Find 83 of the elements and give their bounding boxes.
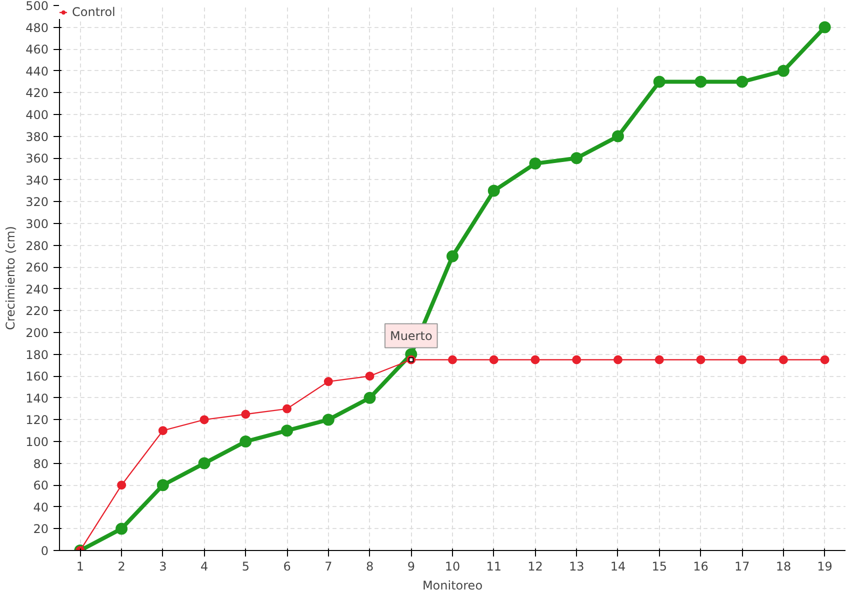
y-tick-label: 200 (26, 326, 48, 340)
point (489, 355, 498, 364)
y-tick-label: 60 (33, 478, 49, 493)
point (241, 410, 250, 419)
point (572, 355, 582, 364)
y-tick-label: 440 (26, 64, 48, 78)
y-tick-label: 80 (33, 456, 49, 471)
y-tick-label: 40 (33, 500, 49, 514)
point (448, 355, 457, 364)
y-tick-label: 280 (26, 238, 48, 253)
point (694, 76, 707, 88)
x-tick-label: 4 (200, 560, 208, 574)
x-tick-label: 16 (693, 560, 708, 574)
point (488, 184, 500, 197)
point (820, 355, 830, 364)
x-tick-label: 14 (610, 560, 626, 574)
x-tick-label: 8 (366, 560, 374, 574)
point (158, 426, 168, 436)
point (116, 522, 128, 535)
point (156, 479, 169, 492)
y-tick-label: 320 (26, 195, 48, 210)
y-tick-label: 460 (26, 42, 48, 57)
x-tick-label: 15 (652, 560, 667, 574)
point (240, 436, 252, 448)
point (570, 152, 583, 164)
x-tick-label: 17 (734, 560, 750, 574)
x-axis-title: Monitoreo (422, 578, 483, 592)
y-tick-label: 360 (26, 152, 48, 166)
x-tick-label: 3 (159, 560, 167, 574)
point (365, 372, 374, 381)
x-tick-label: 19 (817, 560, 832, 574)
x-tick-label: 18 (776, 560, 792, 574)
x-tick-label: 6 (283, 560, 291, 574)
annotation: Muerto (390, 328, 432, 343)
x-tick-label: 2 (118, 560, 126, 574)
y-tick-label: 260 (26, 260, 48, 275)
y-tick-label: 120 (26, 413, 48, 428)
x-tick-label: 5 (242, 560, 250, 574)
y-tick-label: 180 (26, 348, 48, 362)
point (777, 64, 790, 77)
point (198, 457, 210, 470)
x-tick-label: 7 (324, 560, 332, 574)
point (738, 355, 747, 364)
y-tick-label: 140 (26, 391, 48, 406)
point (654, 355, 664, 364)
point (530, 355, 540, 364)
y-tick-label: 0 (40, 544, 49, 558)
y-tick-label: 380 (26, 130, 48, 144)
x-tick-label: 1 (76, 560, 84, 574)
point (613, 355, 622, 364)
x-tick-label: 9 (407, 560, 415, 574)
y-tick-label: 20 (33, 522, 49, 536)
y-tick-label: 420 (26, 86, 48, 100)
point (653, 76, 666, 88)
point (736, 76, 748, 88)
x-tick-label: 10 (444, 560, 460, 574)
point (446, 250, 458, 262)
point (282, 404, 292, 414)
y-tick-label: 220 (26, 304, 48, 318)
y-tick-label: 340 (26, 173, 48, 188)
point (612, 130, 624, 142)
x-tick-label: 13 (568, 560, 584, 574)
point (364, 392, 376, 404)
y-tick-label: 240 (26, 282, 48, 296)
y-tick-label: 300 (26, 217, 48, 231)
y-tick-label: 400 (26, 108, 48, 122)
point (529, 158, 542, 170)
point (281, 424, 294, 437)
point (117, 480, 126, 490)
point (324, 377, 333, 386)
y-tick-label: 480 (26, 20, 48, 35)
point (696, 355, 706, 364)
point (818, 21, 831, 34)
point (778, 355, 788, 364)
point (322, 414, 334, 426)
y-tick-label: 500 (26, 0, 48, 13)
y-tick-label: 160 (26, 370, 48, 384)
legend-label: Control (72, 5, 116, 19)
y-tick-label: 100 (26, 435, 48, 449)
point (200, 415, 209, 424)
x-tick-label: 11 (486, 560, 502, 574)
y-axis-title: Crecimiento (cm) (4, 226, 18, 330)
x-tick-label: 12 (528, 560, 543, 574)
